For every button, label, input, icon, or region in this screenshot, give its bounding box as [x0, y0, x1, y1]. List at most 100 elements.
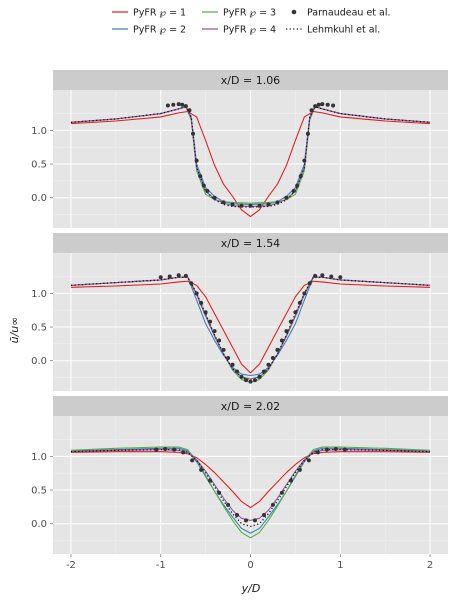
data-point — [315, 450, 320, 455]
data-point — [298, 174, 303, 179]
data-point — [183, 273, 188, 278]
data-point — [342, 447, 347, 452]
data-point — [198, 174, 203, 179]
legend-item: PyFR ℘ = 4 — [202, 25, 276, 36]
data-point — [181, 450, 186, 455]
data-point — [189, 281, 194, 286]
data-point — [270, 502, 275, 507]
panel-strip-label: x/D = 2.02 — [221, 400, 280, 413]
data-point — [176, 102, 181, 107]
legend-label: Lehmkuhl et al. — [307, 25, 380, 36]
panel: x/D = 2.02 0.0 0.5 1.0 -2 -1 0 1 2 — [31, 396, 448, 571]
legend-point-key — [291, 9, 297, 15]
legend-label: PyFR ℘ = 3 — [223, 8, 276, 19]
data-point — [194, 158, 199, 163]
data-point — [163, 446, 168, 451]
data-point — [180, 102, 185, 107]
data-point — [329, 274, 334, 279]
data-point — [205, 188, 210, 193]
panel-data — [70, 273, 431, 384]
data-point — [221, 200, 226, 205]
panels: x/D = 1.060.00.51.0x/D = 1.540.00.51.0x/… — [31, 70, 448, 571]
panel-strip — [53, 70, 448, 90]
data-point — [208, 478, 213, 483]
data-point — [221, 347, 226, 352]
y-tick-label: 0.0 — [31, 519, 47, 530]
data-point — [235, 512, 240, 517]
y-tick-label: 1.0 — [31, 289, 47, 300]
data-point — [203, 310, 208, 315]
series-line — [70, 280, 431, 374]
data-point — [248, 203, 253, 208]
data-point — [226, 356, 231, 361]
legend-item: PyFR ℘ = 3 — [202, 8, 276, 19]
data-point — [252, 518, 257, 523]
y-tick-label: 0.5 — [31, 160, 47, 171]
y-tick-label: 0.0 — [31, 356, 47, 367]
y-tick-label: 1.0 — [31, 452, 47, 463]
data-point — [176, 273, 181, 278]
data-point — [275, 347, 280, 352]
legend-item: Parnaudeau et al. — [291, 8, 391, 19]
data-point — [199, 300, 204, 305]
legend-item: PyFR ℘ = 2 — [112, 25, 186, 36]
data-point — [302, 291, 307, 296]
legend-item: PyFR ℘ = 1 — [112, 8, 186, 19]
data-point — [261, 512, 266, 517]
data-point — [239, 374, 244, 379]
data-point — [217, 338, 222, 343]
data-point — [320, 273, 325, 278]
panel-strip — [53, 396, 448, 416]
data-point — [309, 108, 314, 113]
data-point — [302, 158, 307, 163]
data-point — [201, 183, 206, 188]
data-point — [284, 329, 289, 334]
data-point — [270, 356, 275, 361]
x-tick-label: -1 — [156, 560, 166, 571]
series-line-lehmkuhl — [70, 106, 431, 208]
data-point — [244, 518, 249, 523]
data-point — [158, 275, 163, 280]
y-tick-label: 0.5 — [31, 486, 47, 497]
data-point — [320, 102, 325, 107]
data-point — [212, 329, 217, 334]
x-tick-label: 0 — [247, 560, 253, 571]
data-point — [248, 379, 253, 384]
data-point — [333, 446, 338, 451]
data-point — [190, 458, 195, 463]
data-point — [324, 447, 329, 452]
y-axis-label: ū/u∞ — [8, 317, 21, 344]
data-point — [305, 131, 310, 136]
x-tick-label: -2 — [66, 560, 76, 571]
legend-label: PyFR ℘ = 2 — [133, 25, 186, 36]
data-point — [313, 104, 318, 109]
data-point — [288, 478, 293, 483]
panel: x/D = 1.06 0.0 0.5 1.0 — [31, 70, 448, 228]
data-point — [235, 369, 240, 374]
legend: PyFR ℘ = 1 PyFR ℘ = 2 PyFR ℘ = 3 PyFR ℘ = 4… — [112, 8, 391, 36]
data-point — [165, 103, 170, 108]
data-point — [279, 338, 284, 343]
data-point — [230, 362, 235, 367]
data-point — [171, 102, 176, 107]
data-point — [293, 310, 298, 315]
data-point — [154, 447, 159, 452]
data-point — [291, 188, 296, 193]
data-point — [257, 374, 262, 379]
series-line — [70, 111, 431, 218]
legend-label: PyFR ℘ = 1 — [133, 8, 186, 19]
y-tick-label: 0.5 — [31, 323, 47, 334]
data-point — [297, 300, 302, 305]
data-point — [191, 131, 196, 136]
series-line-lehmkuhl — [70, 449, 431, 528]
data-point — [252, 378, 257, 383]
data-point — [183, 104, 188, 109]
data-point — [338, 275, 343, 280]
data-point — [297, 467, 302, 472]
data-point — [325, 102, 330, 107]
data-point — [167, 274, 172, 279]
data-point — [226, 502, 231, 507]
data-point — [172, 447, 177, 452]
series-line — [70, 447, 431, 534]
